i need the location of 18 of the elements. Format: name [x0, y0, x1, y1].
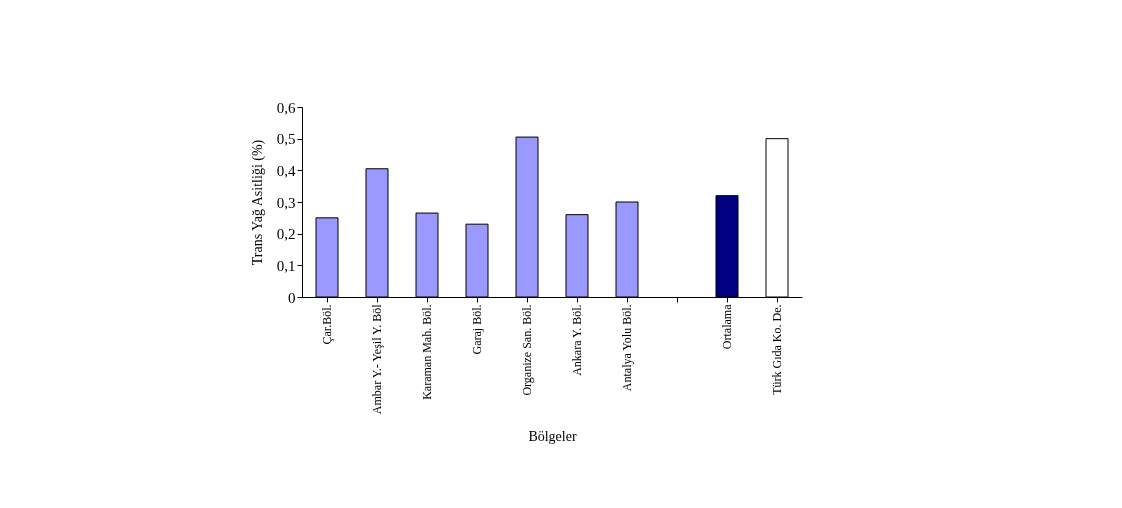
y-axis-title: Trans Yağ Asitliği (%)	[249, 139, 266, 266]
y-tick-label: 0,1	[276, 257, 296, 274]
x-tick-label: Organize San. Böl.	[520, 304, 534, 396]
x-tick-label: Ortalama	[720, 303, 734, 350]
y-tick-label: 0,5	[276, 131, 296, 148]
y-tick-label: 0	[288, 289, 296, 306]
x-tick-label: Antalya Yolu Böl.	[620, 304, 634, 392]
y-tick-label: 0,2	[276, 226, 296, 243]
y-tick-label: 0,6	[276, 99, 296, 116]
x-tick-label: Ambar Y.- Yeşil Y. Böl	[370, 303, 384, 415]
y-tick-label: 0,4	[276, 162, 296, 179]
x-tick-label: Türk Gıda Ko. De.	[770, 304, 784, 395]
x-tick-label: Garaj Böl.	[470, 304, 484, 355]
x-axis-title: Bölgeler	[528, 428, 577, 444]
x-tick-label: Çar.Böl.	[320, 304, 334, 345]
x-tick-label: Ankara Y. Böl.	[570, 304, 584, 376]
y-tick-label: 0,3	[276, 194, 296, 211]
x-tick-label: Karaman Mah. Böl.	[420, 304, 434, 400]
